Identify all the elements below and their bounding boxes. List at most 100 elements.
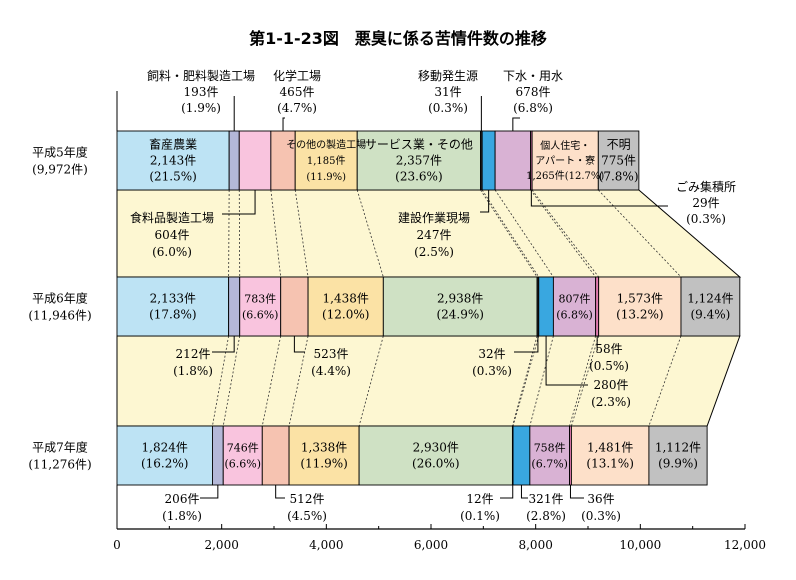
leader-kensetsu-h5 <box>480 190 490 213</box>
callout-gomi-h5-line: ごみ集積所 <box>676 179 736 194</box>
inbar-label-kojin-0: 個人住宅・アパート・寮 1,265件(12.7%) <box>526 139 604 182</box>
inbar-label-fumei-0-line: 775件 <box>601 154 636 168</box>
bar-shiryo-1 <box>228 276 241 337</box>
callout-gomi-h6-line: 58件 <box>595 342 622 356</box>
category-label: 平成7年度 (11,276件) <box>28 440 91 472</box>
callout-kensetsu-h5-line: 建設作業現場 <box>398 210 470 225</box>
inbar-label-fumei-1-line: (9.4%) <box>690 308 730 322</box>
callout-gomi-h5: ごみ集積所 29件 (0.3%) <box>676 179 736 226</box>
leader-ido-h6 <box>514 336 539 353</box>
inbar-label-shokuryo-1-line: (6.6%) <box>242 308 279 321</box>
callout-kagaku-h5: 化学工場 465件 (4.7%) <box>273 68 321 115</box>
inbar-label-shokuryo-2: 746件 (6.6%) <box>224 441 261 470</box>
callout-shiryo-h7-line: 206件 <box>165 492 200 506</box>
inbar-label-shokuryo-1-line: 783件 <box>244 292 276 305</box>
connector-line <box>261 335 282 427</box>
x-tick-label-line: 10,000 <box>619 538 661 552</box>
category-label-line: 平成7年度 <box>32 440 88 455</box>
x-tick-label: 12,000 <box>724 538 766 552</box>
callout-shiryo-h7: 206件 (1.8%) <box>162 492 202 523</box>
callout-kensetsu-h6: 280件 (2.3%) <box>591 378 631 409</box>
x-tick-label: 8,000 <box>518 538 552 552</box>
category-label-line: 平成5年度 <box>32 145 88 160</box>
x-tick-label: 4,000 <box>309 538 343 552</box>
connector-line <box>270 189 282 278</box>
category-label-line: (11,276件) <box>28 458 91 472</box>
category-label-line: 平成6年度 <box>32 291 88 306</box>
inbar-label-fumei-1-line: 1,124件 <box>687 292 733 306</box>
inbar-label-service-2: 2,930件 (26.0%) <box>412 441 459 471</box>
inbar-label-sonota_seizo-0-line: その他の製造工場 <box>286 138 366 151</box>
callout-shokuryo-h5: 食料品製造工場 604件 (6.0%) <box>130 210 214 259</box>
bars <box>116 130 741 486</box>
connector-line <box>356 189 384 278</box>
x-tick-label-line: 6,000 <box>414 538 448 552</box>
callout-gomi-h5-line: (0.3%) <box>686 212 726 226</box>
inbar-label-chikusan-1: 2,133件 (17.8%) <box>149 292 196 322</box>
callout-ido-h5: 移動発生源 31件 (0.3%) <box>418 69 478 115</box>
bar-service-0 <box>356 130 482 191</box>
inbar-label-kojin-0-line: 1,265件(12.7%) <box>526 170 604 182</box>
inbar-label-sonota_seizo-2-line: (11.9%) <box>300 457 347 471</box>
callout-gesui-h5-line: 下水・用水 <box>503 69 563 83</box>
callout-kagaku-h7-line: 512件 <box>290 492 325 506</box>
callout-kagaku-h6-line: (4.4%) <box>311 364 351 378</box>
inbar-label-shokuryo-2-line: (6.6%) <box>224 457 261 470</box>
x-tick-label-line: 2,000 <box>204 538 238 552</box>
bar-fumei-1 <box>680 276 741 337</box>
leader-gomi-h7 <box>569 485 584 499</box>
callout-ido-h7-line: (0.1%) <box>460 509 500 523</box>
bar-kensetsu-0 <box>481 130 496 191</box>
inbar-label-service-2-line: 2,930件 <box>413 441 459 455</box>
inbar-label-kojin-0-line: 個人住宅・ <box>540 139 590 152</box>
connector-line <box>480 189 538 278</box>
bar-kagaku-2 <box>261 425 290 486</box>
callout-ido-h5-line: (0.3%) <box>428 101 468 115</box>
callout-shiryo-h6: 212件 (1.8%) <box>173 347 213 378</box>
leader-kensetsu-h6 <box>545 336 588 386</box>
connector-bands <box>116 91 742 529</box>
inbar-label-service-1: 2,938件 (24.9%) <box>436 292 483 322</box>
callout-gomi-h5-line: 29件 <box>692 196 719 210</box>
callout-gomi-h6: 58件 (0.5%) <box>589 342 629 373</box>
category-label-line: (9,972件) <box>32 163 88 177</box>
inbar-label-fumei-1: 1,124件 (9.4%) <box>687 292 733 322</box>
category-label: 平成5年度 (9,972件) <box>32 145 88 177</box>
callout-kagaku-h5-line: 465件 <box>280 85 315 99</box>
x-axis: 0 2,000 4,000 6,000 8,000 10,000 12,000 <box>113 524 766 552</box>
bar-gesui-1 <box>552 276 597 337</box>
inbar-label-chikusan-2: 1,824件 (16.2%) <box>141 441 188 471</box>
inbar-label-chikusan-1-line: (17.8%) <box>149 308 196 322</box>
callout-shiryo-h6-line: 212件 <box>176 347 211 361</box>
callout-kagaku-h6: 523件 (4.4%) <box>311 347 351 378</box>
bar-shokuryo-2 <box>222 425 263 486</box>
bar-sonota_seizo-2 <box>288 425 360 486</box>
inbar-label-gesui-2-line: (6.7%) <box>531 457 568 470</box>
inbar-label-kojin-1-line: (13.2%) <box>616 308 663 322</box>
bar-kojin-1 <box>598 276 682 337</box>
leader-shiryo-h7 <box>200 485 219 499</box>
inbar-label-gesui-1-line: 807件 <box>559 292 591 305</box>
callout-shiryo-h7-line: (1.8%) <box>162 509 202 523</box>
bar-shiryo-0 <box>228 130 240 191</box>
callout-shiryo-h5-line: 193件 <box>184 85 219 99</box>
leader-shiryo-h6 <box>212 336 235 353</box>
bar-service-1 <box>382 276 538 337</box>
inbar-label-chikusan-0-line: (21.5%) <box>149 170 196 184</box>
bar-shiryo-2 <box>212 425 224 486</box>
callout-kagaku-h5-line: (4.7%) <box>277 101 317 115</box>
callout-kagaku-h6-line: 523件 <box>314 347 349 361</box>
connector-line <box>288 335 309 427</box>
callout-kagaku-h5-line: 化学工場 <box>273 68 321 83</box>
inbar-label-chikusan-0-line: 2,143件 <box>150 154 196 168</box>
callout-kensetsu-h5-line: 247件 <box>417 228 452 242</box>
callout-shokuryo-h5-line: 食料品製造工場 <box>130 210 214 225</box>
leader-gesui-h5 <box>512 117 520 131</box>
inbar-label-chikusan-0-line: 畜産農業 <box>149 137 197 152</box>
inbar-label-fumei-0: 不明 775件 (7.8%) <box>599 138 639 184</box>
callout-kensetsu-h5-line: (2.5%) <box>414 245 454 259</box>
callout-ido-h5-line: 移動発生源 <box>418 69 478 83</box>
inbar-label-sonota_seizo-0-line: (11.9%) <box>306 172 346 183</box>
x-tick-label: 0 <box>113 538 121 552</box>
